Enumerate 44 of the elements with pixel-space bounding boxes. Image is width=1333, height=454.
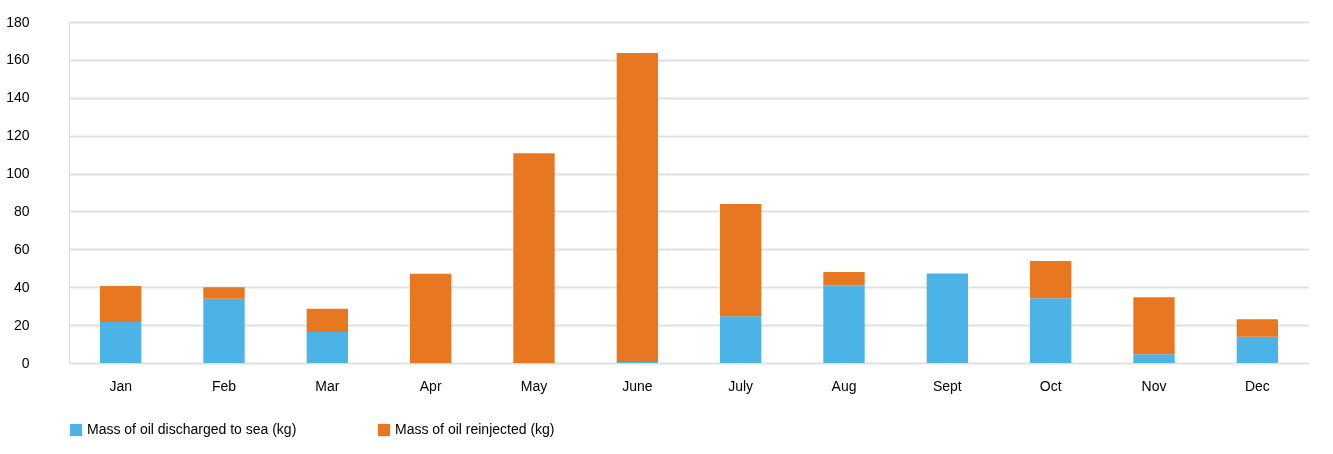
bar (1236, 319, 1278, 337)
bar (100, 286, 142, 322)
y-tick-label: 80 (13, 202, 30, 219)
x-tick-label: May (520, 377, 548, 394)
bar (100, 321, 142, 363)
bar (823, 271, 865, 286)
bar (513, 153, 555, 363)
x-tick-label: Mar (315, 377, 340, 394)
y-tick-label: 160 (6, 51, 30, 68)
x-tick-label: Aug (831, 377, 857, 394)
bar (1133, 354, 1175, 363)
legend-label: Mass of oil reinjected (kg) (395, 421, 555, 437)
bar (1030, 298, 1072, 363)
x-tick-label: Sept (932, 377, 962, 394)
y-tick-label: 180 (6, 13, 30, 30)
x-tick-label: Jan (109, 377, 132, 394)
bar (203, 287, 245, 299)
bar (1133, 297, 1175, 355)
bar (306, 331, 348, 363)
x-tick-label: Oct (1039, 377, 1062, 394)
bar (823, 285, 865, 363)
bar (410, 273, 452, 363)
x-tick-label: Nov (1141, 377, 1167, 394)
x-tick-label: Apr (419, 377, 442, 394)
bar (720, 204, 762, 317)
y-tick-label: 0 (21, 354, 30, 371)
y-tick-label: 100 (6, 165, 30, 182)
x-tick-label: Dec (1244, 377, 1270, 394)
bar (1236, 336, 1278, 363)
y-tick-label: 40 (13, 278, 30, 295)
bar (203, 298, 245, 363)
bar (1030, 261, 1072, 299)
y-tick-label: 60 (13, 240, 30, 257)
bar (926, 273, 968, 363)
x-tick-label: Feb (211, 377, 237, 394)
x-tick-label: July (728, 377, 754, 394)
y-tick-label: 140 (6, 89, 30, 106)
y-tick-label: 120 (6, 127, 30, 144)
bar (720, 316, 762, 363)
y-tick-label: 20 (13, 316, 30, 333)
legend-label: Mass of oil discharged to sea (kg) (87, 421, 297, 437)
bar (616, 53, 658, 363)
bar (306, 308, 348, 332)
x-tick-label: June (622, 377, 653, 394)
